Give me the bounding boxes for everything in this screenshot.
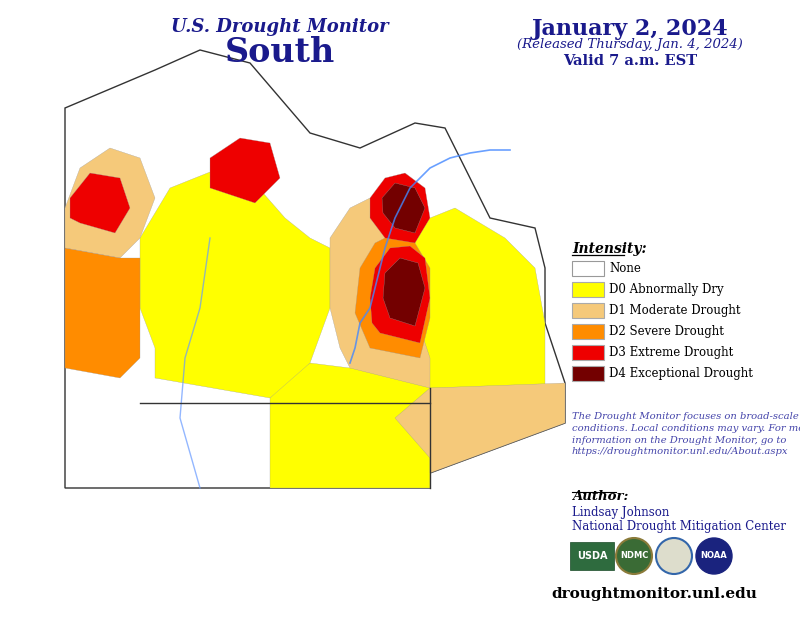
Polygon shape	[355, 233, 430, 358]
Text: droughtmonitor.unl.edu: droughtmonitor.unl.edu	[551, 587, 757, 601]
Text: NOAA: NOAA	[701, 551, 727, 561]
Text: Valid 7 a.m. EST: Valid 7 a.m. EST	[563, 54, 697, 68]
Circle shape	[616, 538, 652, 574]
Circle shape	[696, 538, 732, 574]
Polygon shape	[65, 50, 565, 488]
FancyBboxPatch shape	[572, 303, 604, 318]
Polygon shape	[210, 138, 280, 203]
Polygon shape	[70, 173, 130, 233]
FancyBboxPatch shape	[572, 345, 604, 360]
Polygon shape	[390, 208, 545, 388]
FancyBboxPatch shape	[570, 542, 614, 570]
Polygon shape	[370, 173, 430, 243]
Text: D2 Severe Drought: D2 Severe Drought	[609, 325, 724, 338]
Polygon shape	[140, 168, 330, 398]
FancyBboxPatch shape	[572, 366, 604, 381]
FancyBboxPatch shape	[572, 261, 604, 276]
Text: U.S. Drought Monitor: U.S. Drought Monitor	[171, 18, 389, 36]
Text: D4 Exceptional Drought: D4 Exceptional Drought	[609, 367, 753, 380]
Text: National Drought Mitigation Center: National Drought Mitigation Center	[572, 520, 786, 533]
Polygon shape	[270, 363, 430, 488]
Polygon shape	[395, 383, 565, 473]
Text: South: South	[225, 36, 335, 69]
Polygon shape	[383, 258, 425, 326]
Text: USDA: USDA	[577, 551, 607, 561]
Polygon shape	[65, 248, 140, 378]
Text: Author:: Author:	[572, 490, 628, 503]
Text: The Drought Monitor focuses on broad-scale
conditions. Local conditions may vary: The Drought Monitor focuses on broad-sca…	[572, 412, 800, 457]
Text: NDMC: NDMC	[620, 551, 648, 561]
Polygon shape	[330, 198, 430, 388]
Circle shape	[656, 538, 692, 574]
Polygon shape	[370, 246, 430, 343]
Text: D3 Extreme Drought: D3 Extreme Drought	[609, 346, 734, 359]
Polygon shape	[65, 148, 155, 258]
Text: Lindsay Johnson: Lindsay Johnson	[572, 506, 670, 519]
Polygon shape	[382, 183, 425, 233]
Text: D0 Abnormally Dry: D0 Abnormally Dry	[609, 283, 724, 296]
Text: None: None	[609, 262, 641, 275]
FancyBboxPatch shape	[572, 324, 604, 339]
FancyBboxPatch shape	[572, 282, 604, 297]
Text: January 2, 2024: January 2, 2024	[532, 18, 728, 40]
Text: (Released Thursday, Jan. 4, 2024): (Released Thursday, Jan. 4, 2024)	[517, 38, 743, 51]
Text: Intensity:: Intensity:	[572, 242, 646, 256]
Text: D1 Moderate Drought: D1 Moderate Drought	[609, 304, 741, 317]
